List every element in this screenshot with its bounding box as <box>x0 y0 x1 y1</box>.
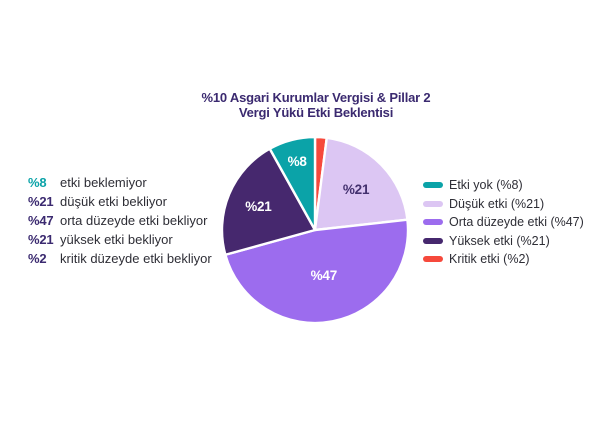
legend-swatch <box>423 219 443 226</box>
legend-label: Düşük etki (%21) <box>449 196 545 211</box>
summary-list-item: %47 orta düzeyde etki bekliyor <box>28 211 212 230</box>
summary-item-label: etki beklemiyor <box>60 175 147 190</box>
legend-label: Etki yok (%8) <box>449 178 523 193</box>
pie-slice-y-ksek-etki <box>220 147 317 256</box>
summary-item-label: kritik düzeyde etki bekliyor <box>60 251 212 266</box>
legend-swatch <box>423 256 443 263</box>
summary-item-label: orta düzeyde etki bekliyor <box>60 213 208 228</box>
chart-title-line2: Vergi Yükü Etki Beklentisi <box>238 105 394 120</box>
summary-list-item: %2 kritik düzeyde etki bekliyor <box>28 249 212 268</box>
chart-title-line1: %10 Asgari Kurumlar Vergisi & Pillar 2 <box>201 90 431 105</box>
pie-slice-value-label: %8 <box>288 154 308 169</box>
summary-item-percent: %2 <box>28 251 47 266</box>
pie-slice-value-label: %47 <box>311 268 337 283</box>
legend: Etki yok (%8) Düşük etki (%21) Orta düzeyd… <box>423 176 584 269</box>
summary-list: %8 etki beklemiyor %21 düşük etki bekliyor%… <box>28 173 212 268</box>
pie-slice-orta-d-zeyde-etki <box>224 218 410 325</box>
legend-swatch <box>423 200 443 207</box>
legend-item: Kritik etki (%2) <box>423 250 584 269</box>
legend-swatch <box>423 182 443 189</box>
pie-slice-value-label: %21 <box>245 199 272 214</box>
summary-list-item: %21 yüksek etki bekliyor <box>28 230 212 249</box>
summary-list-item: %21 düşük etki bekliyor <box>28 192 212 211</box>
summary-item-label: düşük etki bekliyor <box>60 194 167 209</box>
summary-item-label: yüksek etki bekliyor <box>60 232 173 247</box>
pie-slice-value-label: %21 <box>343 182 370 197</box>
legend-label: Kritik etki (%2) <box>449 252 530 267</box>
summary-item-percent: %47 <box>28 213 54 228</box>
legend-item: Yüksek etki (%21) <box>423 232 584 251</box>
legend-swatch <box>423 237 443 244</box>
summary-item-percent: %21 <box>28 232 54 247</box>
pie-slice-etki-yok <box>268 135 317 232</box>
legend-label: Yüksek etki (%21) <box>449 233 550 248</box>
legend-item: Etki yok (%8) <box>423 176 584 195</box>
legend-item: Orta düzeyde etki (%47) <box>423 213 584 232</box>
legend-item: Düşük etki (%21) <box>423 195 584 214</box>
pie-slice-d-k-etki <box>313 136 409 232</box>
summary-list-item: %8 etki beklemiyor <box>28 173 212 192</box>
pie-chart: %21 %47 %21 %8 <box>220 135 410 325</box>
legend-label: Orta düzeyde etki (%47) <box>449 215 584 230</box>
summary-item-percent: %21 <box>28 194 54 209</box>
summary-item-percent: %8 <box>28 175 47 190</box>
chart-title: %10 Asgari Kurumlar Vergisi & Pillar 2 V… <box>106 90 526 120</box>
